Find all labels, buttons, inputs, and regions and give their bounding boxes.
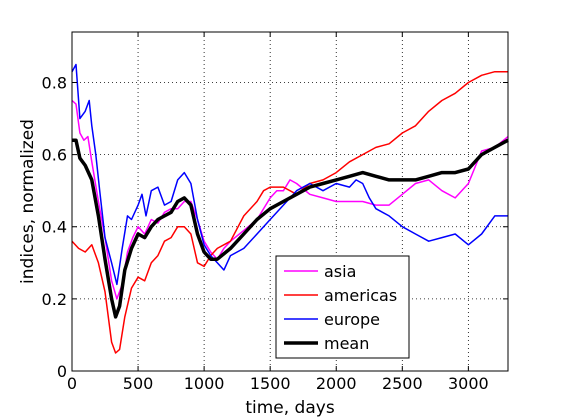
x-tick-label: 2000 — [316, 374, 357, 393]
legend: asia americas europe mean — [275, 255, 410, 359]
legend-box — [275, 255, 410, 359]
x-axis-label: time, days — [245, 398, 334, 418]
y-axis-label: indices, normalized — [18, 119, 38, 284]
series-line-americas — [71, 70, 508, 354]
x-tick-label: 1000 — [184, 374, 225, 393]
data-series — [71, 63, 509, 354]
legend-label-europe: europe — [324, 310, 380, 329]
legend-label-asia: asia — [324, 262, 356, 281]
legend-label-americas: americas — [324, 286, 397, 305]
series-line-mean — [72, 138, 509, 319]
legend-label-mean: mean — [324, 334, 369, 353]
x-tick-label: 500 — [123, 374, 154, 393]
x-tick-label: 3000 — [448, 374, 489, 393]
x-tick-label: 0 — [67, 374, 77, 393]
grid-lines — [72, 32, 508, 371]
plot-frame — [71, 31, 509, 372]
y-tick-label: 0.2 — [42, 290, 67, 309]
y-tick-label: 0.4 — [42, 218, 67, 237]
y-tick-label: 0 — [57, 362, 67, 381]
x-tick-label: 2500 — [382, 374, 423, 393]
axis-ticks: 0 500 1000 1500 2000 2500 3000 0 0.2 0.4 0.6 0.8 — [42, 32, 508, 393]
y-tick-label: 0.8 — [42, 73, 67, 92]
x-tick-label: 1500 — [250, 374, 291, 393]
series-line-europe — [71, 63, 508, 286]
y-tick-label: 0.6 — [42, 146, 67, 165]
